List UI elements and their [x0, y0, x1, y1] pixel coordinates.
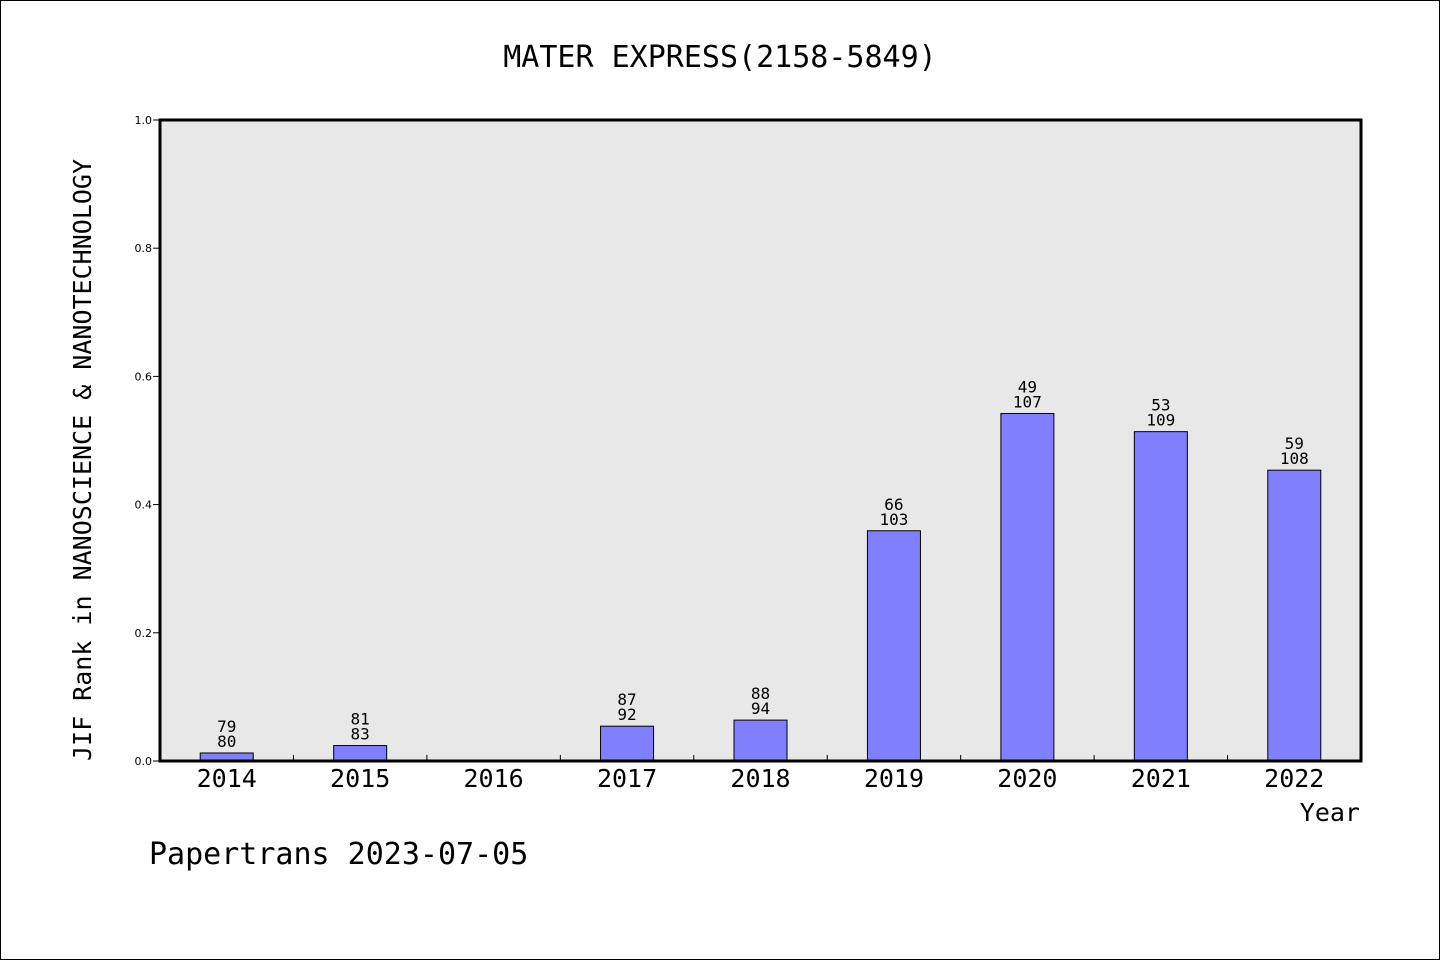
data-label-total-2019: 103 [879, 510, 908, 529]
data-label-total-2014: 80 [217, 732, 236, 751]
x-tick-label-2017: 2017 [597, 764, 657, 793]
data-label-total-2018: 94 [751, 699, 770, 718]
y-tick-label-1: 0.2 [135, 627, 153, 640]
bar-2018 [733, 719, 788, 762]
bar-2020 [1000, 413, 1055, 762]
y-tick-label-4: 0.8 [135, 242, 153, 255]
x-axis-label: Year [1300, 798, 1360, 827]
data-label-total-2020: 107 [1013, 393, 1042, 412]
x-tick-label-2016: 2016 [464, 764, 524, 793]
plot-frame [158, 118, 1363, 763]
x-tick-label-2022: 2022 [1264, 764, 1324, 793]
bar-2022 [1267, 469, 1322, 762]
y-tick-label-2: 0.4 [135, 499, 153, 512]
y-tick-label-0: 0.0 [135, 755, 153, 768]
data-label-total-2017: 92 [617, 705, 636, 724]
chart-title: MATER EXPRESS(2158-5849) [503, 40, 936, 75]
data-label-rank-2018: 88 [751, 684, 770, 703]
bar-2019 [866, 530, 921, 762]
bar-2015 [333, 745, 388, 762]
bar-2017 [600, 725, 655, 762]
x-tick-label-2021: 2021 [1131, 764, 1191, 793]
data-label-rank-2021: 53 [1151, 396, 1170, 415]
data-label-rank-2019: 66 [884, 495, 903, 514]
data-label-rank-2014: 79 [217, 717, 236, 736]
y-tick-label-3: 0.6 [135, 370, 153, 383]
data-label-total-2021: 109 [1146, 411, 1175, 430]
x-tick-label-2019: 2019 [864, 764, 924, 793]
data-label-total-2015: 83 [351, 725, 370, 744]
x-tick-label-2020: 2020 [997, 764, 1057, 793]
y-tick-label-5: 1.0 [135, 114, 153, 127]
data-label-rank-2020: 49 [1018, 378, 1037, 397]
x-tick-label-2015: 2015 [330, 764, 390, 793]
bar-2021 [1133, 431, 1188, 762]
x-tick-label-2014: 2014 [197, 764, 257, 793]
x-tick-label-2018: 2018 [730, 764, 790, 793]
data-label-rank-2017: 87 [617, 690, 636, 709]
data-label-rank-2015: 81 [351, 710, 370, 729]
footer-credit: Papertrans 2023-07-05 [149, 837, 528, 872]
data-label-rank-2022: 59 [1285, 434, 1304, 453]
y-axis-label: JIF Rank in NANOSCIENCE & NANOTECHNOLOGY [68, 159, 97, 761]
data-label-total-2022: 108 [1280, 449, 1309, 468]
